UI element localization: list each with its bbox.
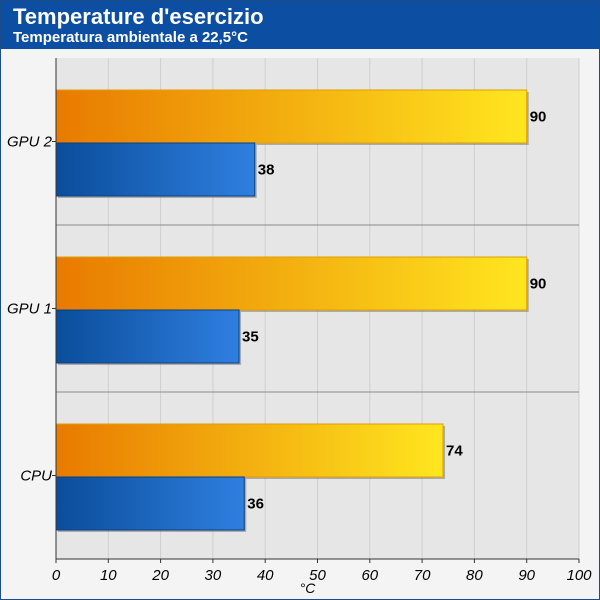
category-label: GPU 2 — [7, 134, 53, 151]
data-label: 35 — [242, 329, 259, 346]
data-label: 36 — [247, 496, 264, 513]
bar-blue — [55, 309, 240, 364]
bar-orange — [55, 423, 444, 478]
x-tick-label: 70 — [414, 567, 431, 584]
bar-orange — [55, 89, 528, 144]
x-tick-label: 20 — [151, 567, 169, 584]
chart-header: Temperature d'esercizio Temperatura ambi… — [1, 1, 599, 49]
bar-blue — [55, 476, 245, 531]
x-tick-label: 80 — [466, 567, 483, 584]
category-label: GPU 1 — [7, 301, 52, 318]
x-tick-label: 60 — [361, 567, 378, 584]
x-tick-label: 50 — [309, 567, 326, 584]
category-label: CPU — [20, 468, 52, 485]
data-label: 38 — [258, 162, 275, 179]
bar-orange — [55, 256, 528, 311]
x-tick-label: 40 — [257, 567, 274, 584]
x-axis-label: °C — [300, 580, 317, 596]
x-tick-label: 30 — [205, 567, 222, 584]
x-tick-label: 10 — [100, 567, 117, 584]
x-tick-label: 0 — [52, 567, 61, 584]
chart-subtitle: Temperatura ambientale a 22,5°C — [13, 29, 248, 46]
chart-title: Temperature d'esercizio — [13, 4, 264, 29]
bar-blue — [55, 142, 256, 197]
data-label: 90 — [530, 109, 547, 126]
x-tick-label: 100 — [566, 567, 592, 584]
data-label: 90 — [530, 276, 547, 293]
x-tick-label: 90 — [518, 567, 535, 584]
data-label: 74 — [446, 443, 463, 460]
